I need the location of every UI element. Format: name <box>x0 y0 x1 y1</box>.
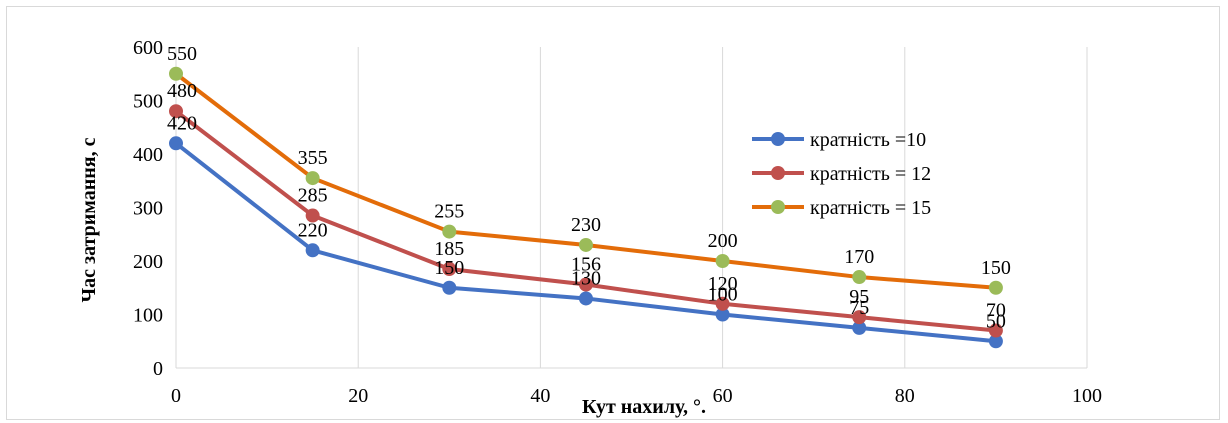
data-point <box>169 66 183 81</box>
legend-marker <box>771 166 785 180</box>
x-tick-label: 20 <box>348 385 368 407</box>
x-axis-title: Кут нахилу, °. <box>582 396 706 418</box>
data-point <box>305 208 320 223</box>
data-label: 70 <box>986 300 1006 322</box>
x-tick-label: 40 <box>530 385 550 407</box>
data-label: 220 <box>298 219 328 241</box>
data-label: 420 <box>167 112 197 134</box>
data-point <box>852 270 867 285</box>
axes <box>175 47 1087 369</box>
legend-marker <box>771 200 785 214</box>
legend: кратність =10 кратність = 12 кратність = 1… <box>752 129 931 219</box>
data-label: 156 <box>571 254 601 276</box>
data-point <box>169 136 183 151</box>
data-label: 150 <box>434 257 464 279</box>
data-point <box>578 277 593 292</box>
legend-label: кратність = 15 <box>810 197 931 219</box>
data-label: 95 <box>849 286 869 308</box>
y-tick-label: 400 <box>133 144 163 166</box>
data-label: 285 <box>298 185 328 207</box>
data-label: 100 <box>708 284 738 306</box>
chart-frame <box>6 6 1220 420</box>
data-label: 150 <box>981 257 1011 279</box>
data-point <box>578 291 593 306</box>
legend-label: кратність = 12 <box>810 163 931 185</box>
x-tick-label: 0 <box>171 385 181 407</box>
data-point <box>578 237 593 252</box>
data-point <box>442 224 457 239</box>
series-group <box>169 66 1003 349</box>
data-label: 185 <box>434 238 464 260</box>
data-labels: 420 220 150 130 100 75 50 480 285 185 156 120 95 70 55… <box>167 43 1011 333</box>
tick-labels: 0 20 40 60 80 100 0 100 200 300 400 500 600 <box>133 37 1102 407</box>
y-axis-title: Час затримання, с <box>78 137 100 302</box>
data-point <box>305 171 320 186</box>
data-point <box>988 334 1003 349</box>
data-point <box>715 307 730 322</box>
data-point <box>852 320 867 335</box>
data-label: 200 <box>708 230 738 252</box>
data-point <box>442 280 457 295</box>
x-tick-label: 80 <box>895 385 915 407</box>
legend-label: кратність =10 <box>810 129 926 151</box>
y-tick-label: 300 <box>133 198 163 220</box>
data-label: 230 <box>571 214 601 236</box>
legend-item: кратність = 15 <box>752 197 931 219</box>
data-point <box>305 243 320 258</box>
data-label: 255 <box>434 201 464 223</box>
y-tick-label: 100 <box>133 305 163 327</box>
data-label: 170 <box>844 246 874 268</box>
data-point <box>442 262 457 277</box>
y-tick-label: 500 <box>133 91 163 113</box>
data-point <box>988 323 1003 338</box>
data-label: 130 <box>571 267 601 289</box>
grid <box>357 47 1088 368</box>
legend-item: кратність = 12 <box>752 163 931 185</box>
data-label: 480 <box>167 80 197 102</box>
legend-item: кратність =10 <box>752 129 926 151</box>
x-tick-label: 60 <box>713 385 733 407</box>
legend-marker <box>771 132 785 146</box>
y-tick-label: 600 <box>133 37 163 59</box>
data-point <box>715 254 730 268</box>
y-tick-label: 200 <box>133 251 163 273</box>
data-label: 550 <box>167 43 197 65</box>
data-label: 120 <box>708 273 738 295</box>
data-point <box>715 296 730 311</box>
data-label: 355 <box>298 147 328 169</box>
data-point <box>852 310 867 325</box>
y-tick-label: 0 <box>153 358 163 380</box>
x-tick-label: 100 <box>1072 385 1102 407</box>
data-label: 75 <box>849 297 869 319</box>
data-point <box>988 280 1003 295</box>
data-point <box>169 104 183 119</box>
data-label: 50 <box>986 310 1006 332</box>
